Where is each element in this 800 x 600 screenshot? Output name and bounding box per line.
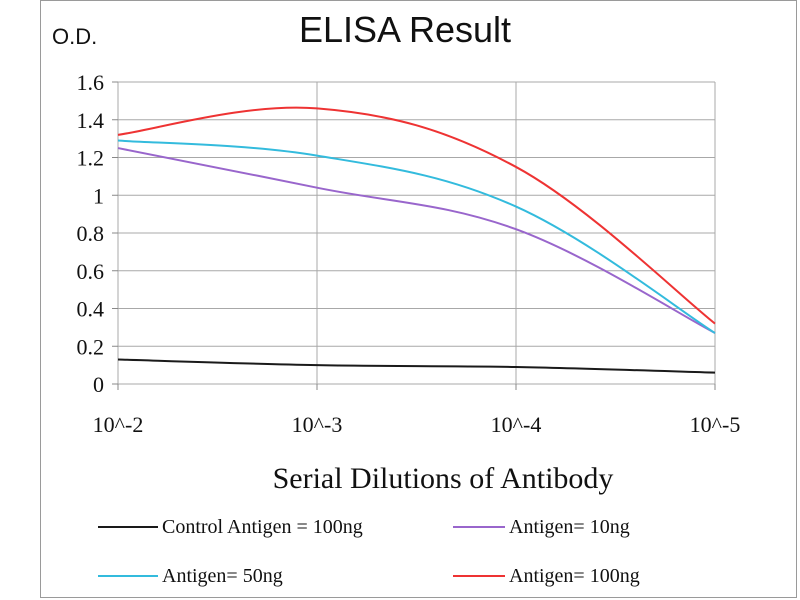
x-tick-label: 10^-3: [292, 412, 343, 437]
legend-label-2: Antigen= 10ng: [509, 516, 630, 538]
series-line-2: [117, 147, 716, 334]
x-tick-label: 10^-5: [690, 412, 741, 437]
y-tick-label: 1: [93, 183, 104, 208]
y-tick-label: 0.4: [77, 297, 105, 322]
series-lines: [117, 106, 716, 374]
legend-label-3: Antigen= 50ng: [162, 565, 283, 587]
x-tick-label: 10^-4: [491, 412, 542, 437]
y-tick-label: 1.4: [77, 108, 105, 133]
y-tick-label: 0: [93, 372, 104, 397]
x-tick-label: 10^-2: [93, 412, 144, 437]
chart-title: ELISA Result: [299, 9, 511, 50]
legend: Control Antigen = 100ng Antigen= 10ng Anti…: [98, 516, 640, 587]
legend-label-1: Control Antigen = 100ng: [162, 516, 363, 538]
series-line-3: [117, 139, 716, 334]
series-line-4: [117, 106, 716, 325]
y-tick-labels: 0 0.2 0.4 0.6 0.8 1 1.2 1.4 1.6: [77, 70, 105, 397]
x-axis-label: Serial Dilutions of Antibody: [273, 462, 614, 495]
grid-lines: [112, 81, 716, 390]
y-axis-label: O.D.: [52, 24, 97, 49]
series-line-1: [117, 358, 716, 374]
y-tick-label: 0.6: [77, 259, 105, 284]
legend-label-4: Antigen= 100ng: [509, 565, 640, 587]
y-tick-label: 1.6: [77, 70, 105, 95]
chart-frame: [40, 0, 797, 598]
y-tick-label: 0.8: [77, 221, 105, 246]
y-tick-label: 0.2: [77, 334, 105, 359]
x-tick-labels: 10^-2 10^-3 10^-4 10^-5: [93, 412, 741, 437]
y-tick-label: 1.2: [77, 146, 105, 171]
